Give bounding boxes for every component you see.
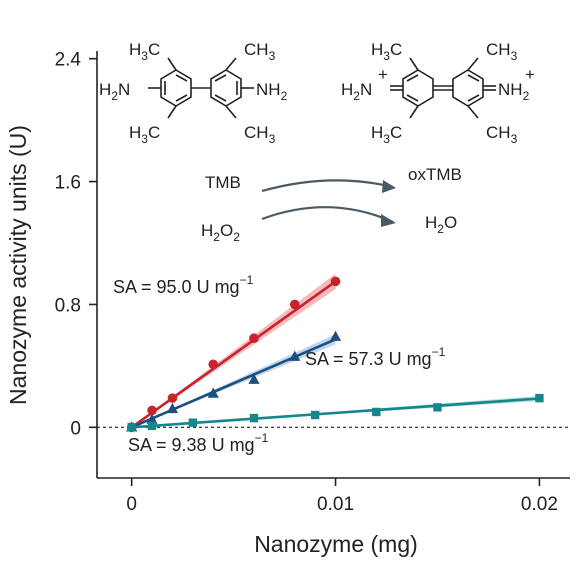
point-blue-6 xyxy=(329,330,342,341)
reaction-arrow-upper xyxy=(261,179,394,193)
point-blue-3 xyxy=(207,387,219,398)
x-tick-label-1: 0.01 xyxy=(317,494,354,515)
tmb-methyl-bottom-right: CH3 xyxy=(244,123,276,146)
series-label-teal-text: SA = 9.38 U mg xyxy=(128,435,255,455)
point-teal-2 xyxy=(188,418,198,427)
reaction-scheme: TMB H2O2 oxTMB H2O xyxy=(201,165,462,244)
x-axis-title: Nanozyme (mg) xyxy=(254,531,418,557)
product-oxtmb: oxTMB xyxy=(408,165,462,184)
series-label-teal: SA = 9.38 U mg−1 xyxy=(128,431,269,455)
point-red-4 xyxy=(249,333,259,344)
band-red xyxy=(131,273,336,428)
point-teal-6 xyxy=(433,403,442,412)
reaction-arrow-upper-head xyxy=(382,180,396,193)
point-blue-4 xyxy=(248,373,260,384)
tmb-methyl-bottom-left: H3C xyxy=(129,123,160,146)
fit-line-red xyxy=(130,280,337,429)
series-label-teal-sup: −1 xyxy=(255,431,269,445)
y-tick-label-2: 1.6 xyxy=(55,173,81,194)
oxtmb-amine-right: NH2 xyxy=(498,80,530,103)
tmb-amine-left: H2N xyxy=(99,80,130,103)
product-h2o: H2O xyxy=(425,213,457,236)
tmb-methyl-top-left: H3C xyxy=(129,40,160,63)
data-markers xyxy=(126,276,544,433)
x-tick-label-0: 0 xyxy=(126,494,137,515)
fit-line-teal xyxy=(131,397,540,429)
point-teal-7 xyxy=(535,393,544,403)
y-tick-label-3: 2.4 xyxy=(55,50,82,71)
reaction-arrow-lower xyxy=(261,206,394,224)
point-red-3 xyxy=(208,359,219,370)
point-red-2 xyxy=(167,393,178,403)
point-teal-0 xyxy=(127,423,136,432)
x-tick-label-2: 0.02 xyxy=(521,494,558,515)
fit-line-blue xyxy=(131,338,337,429)
series-label-blue-text: SA = 57.3 U mg xyxy=(305,349,432,369)
oxtmb-methyl-top-right: CH3 xyxy=(486,40,518,63)
point-teal-4 xyxy=(310,410,320,420)
series-label-red: SA = 95.0 U mg−1 xyxy=(113,273,254,297)
tmb-amine-right: NH2 xyxy=(256,80,288,103)
oxtmb-amine-left: H2N xyxy=(341,80,372,103)
point-red-6 xyxy=(330,276,341,287)
y-tick-label-0: 0 xyxy=(70,418,81,439)
point-blue-1 xyxy=(146,413,158,424)
reactant-tmb: TMB xyxy=(205,173,241,192)
reactant-h2o2: H2O2 xyxy=(201,221,240,244)
tmb-structure xyxy=(148,57,254,119)
point-teal-1 xyxy=(147,421,157,430)
band-blue xyxy=(131,334,336,428)
fit-lines xyxy=(130,280,540,429)
oxtmb-methyl-top-left: H3C xyxy=(371,40,402,63)
point-blue-5 xyxy=(289,350,301,361)
point-blue-2 xyxy=(166,402,179,414)
y-axis-title: Nanozyme activity units (U) xyxy=(5,125,31,405)
oxtmb-methyl-bottom-left: H3C xyxy=(371,123,402,146)
oxtmb-plus-left: + xyxy=(378,65,388,84)
oxtmb-plus-right: + xyxy=(525,65,535,84)
series-label-blue-sup: −1 xyxy=(432,345,446,359)
oxtmb-structure xyxy=(390,57,496,119)
point-teal-3 xyxy=(249,413,259,423)
axis-ticks: 0 0.8 1.6 2.4 0 0.01 0.02 xyxy=(55,50,558,515)
tmb-labels: H3C CH3 H2N NH2 H3C CH3 xyxy=(99,40,288,146)
series-label-blue: SA = 57.3 U mg−1 xyxy=(305,345,446,369)
series-label-red-text: SA = 95.0 U mg xyxy=(113,277,240,297)
oxtmb-methyl-bottom-right: CH3 xyxy=(486,123,518,146)
point-red-1 xyxy=(147,405,157,416)
point-red-5 xyxy=(289,299,300,310)
series-label-red-sup: −1 xyxy=(240,273,254,287)
reaction-arrow-lower-head xyxy=(381,214,396,227)
point-teal-5 xyxy=(372,407,381,417)
oxtmb-labels: H3C CH3 + + H2N NH2 H3C CH3 xyxy=(341,40,535,146)
tmb-methyl-top-right: CH3 xyxy=(244,40,276,63)
y-tick-label-1: 0.8 xyxy=(55,295,81,316)
